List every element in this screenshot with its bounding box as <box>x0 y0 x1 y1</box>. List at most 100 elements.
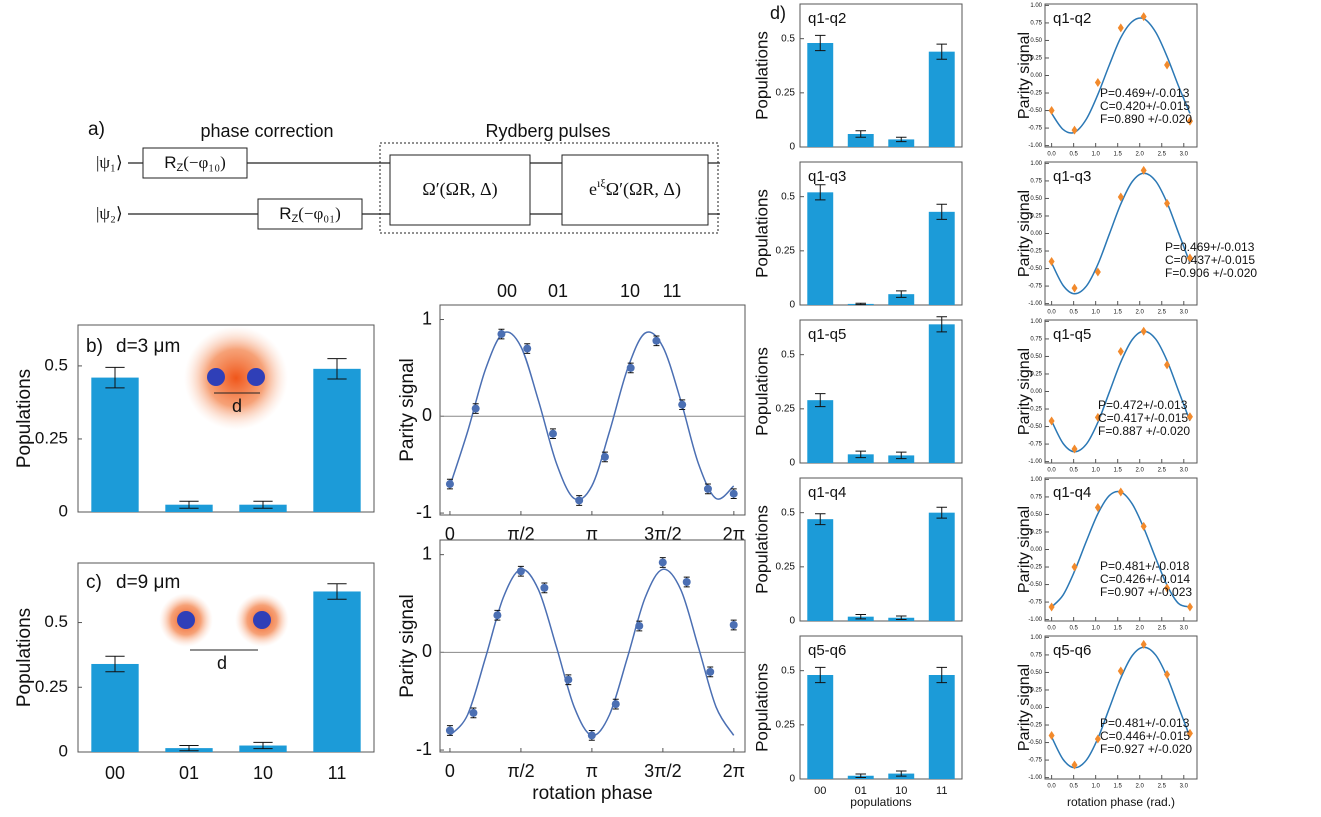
y-tick-label: -0.50 <box>1028 740 1042 746</box>
data-point <box>1071 125 1078 135</box>
fit-annotation: F=0.906 +/-0.020 <box>1165 266 1257 280</box>
fit-curve <box>449 331 735 501</box>
error-bar <box>179 500 199 509</box>
x-tick-label: 2.5 <box>1158 626 1167 632</box>
pulse <box>389 154 531 226</box>
data-point <box>1094 734 1101 744</box>
data-point <box>1164 670 1171 680</box>
x-axis-label: rotation phase (rad.) <box>1067 795 1175 809</box>
y-tick-label: 0.25 <box>776 87 796 98</box>
chart-title: q1-q3 <box>808 168 846 185</box>
data-point <box>1094 412 1101 422</box>
data-point <box>626 363 635 372</box>
data-point <box>471 404 480 413</box>
atom <box>177 611 195 629</box>
gate-text: (−φ₁₀) <box>183 153 226 172</box>
y-tick-label: 0.5 <box>781 507 795 518</box>
y-tick-label: 0 <box>59 501 68 520</box>
data-point <box>1048 731 1055 741</box>
y-tick-label: 0.75 <box>1030 337 1042 343</box>
plot-frame <box>439 539 746 753</box>
y-tick-label: 0.25 <box>1030 56 1042 62</box>
pulse-text: Ω′(ΩR, Δ) <box>606 179 681 200</box>
panel-label: a) <box>88 119 105 140</box>
y-tick-label: -1.00 <box>1028 459 1042 465</box>
y-tick-label: -1.00 <box>1028 143 1042 149</box>
x-tick-label: 1.0 <box>1091 152 1100 158</box>
gate-text: (−φ₀₁) <box>298 204 341 223</box>
y-tick-label: 0 <box>789 458 795 469</box>
bar <box>928 675 955 779</box>
y-tick-label: -0.75 <box>1028 126 1042 132</box>
data-point <box>1071 283 1078 293</box>
data-point <box>1186 253 1193 263</box>
data-point <box>600 452 609 461</box>
y-tick-label: -0.75 <box>1028 758 1042 764</box>
y-tick-label: 0.25 <box>776 561 796 572</box>
gate-text: R <box>279 204 291 223</box>
y-axis-label: Parity signal <box>1016 190 1033 277</box>
chart-title: q1-q2 <box>1053 10 1091 27</box>
bar <box>928 512 955 621</box>
x-tick-label: 0 <box>445 761 455 781</box>
data-point <box>706 667 715 676</box>
y-axis-label: Parity signal <box>1016 348 1033 435</box>
y-tick-label: 0 <box>789 616 795 627</box>
bar <box>313 591 361 752</box>
x-tick-label: 2.5 <box>1158 468 1167 474</box>
y-tick-label: -0.25 <box>1028 249 1042 255</box>
chart-title: q1-q5 <box>1053 326 1091 343</box>
data-point <box>516 567 525 576</box>
y-tick-label: 0.50 <box>1030 38 1042 44</box>
error-bar <box>814 666 826 684</box>
atom-illustration: d d <box>159 326 289 673</box>
x-tick-label: 11 <box>936 785 947 797</box>
y-tick-label: 0.00 <box>1030 389 1042 395</box>
x-axis-label: populations <box>850 795 911 809</box>
error-bar <box>814 393 826 408</box>
x-tick-label: 1.5 <box>1114 468 1123 474</box>
y-axis-label: Populations <box>752 505 771 594</box>
data-point <box>611 700 620 709</box>
data-point <box>1048 106 1055 116</box>
data-point <box>1048 257 1055 267</box>
data-point <box>729 489 738 498</box>
x-tick-label: π/2 <box>507 524 534 544</box>
data-point <box>497 330 506 339</box>
data-point <box>1186 412 1193 422</box>
y-tick-label: 0.75 <box>1030 179 1042 185</box>
state-label: 10 <box>620 281 640 301</box>
fit-annotation: P=0.481+/-0.018 <box>1100 559 1190 573</box>
state-label: 11 <box>663 281 682 301</box>
y-tick-label: 0.25 <box>776 403 796 414</box>
error-bar <box>105 655 125 673</box>
y-tick-label: 0.25 <box>35 677 68 696</box>
x-tick-label: 3.0 <box>1180 152 1189 158</box>
data-point <box>1186 728 1193 738</box>
data-point <box>1140 12 1147 22</box>
x-tick-label: 1.0 <box>1091 310 1100 316</box>
atom <box>207 368 225 386</box>
error-bar <box>936 203 948 220</box>
x-tick-label: π/2 <box>507 761 534 781</box>
x-tick-label: 1.0 <box>1091 468 1100 474</box>
data-point <box>1164 360 1171 370</box>
y-tick-label: 0.5 <box>781 33 795 44</box>
pulse-text: ıξ <box>597 176 606 190</box>
y-tick-label: -1.00 <box>1028 775 1042 781</box>
gate <box>257 198 363 230</box>
error-bar <box>855 450 867 459</box>
distance-label: d <box>232 396 242 416</box>
x-tick-label: 0.0 <box>1047 310 1056 316</box>
x-tick-label: 3π/2 <box>644 761 681 781</box>
chart-title: q5-q6 <box>1053 642 1091 659</box>
y-tick-label: 0.00 <box>1030 547 1042 553</box>
chart-title: q1-q4 <box>808 484 846 501</box>
bar <box>807 519 834 621</box>
y-tick-label: 0.50 <box>1030 512 1042 518</box>
data-point <box>493 611 502 620</box>
data-point <box>564 675 573 684</box>
x-tick-label: 0.0 <box>1047 626 1056 632</box>
bar <box>888 294 915 305</box>
error-bar <box>895 615 907 620</box>
